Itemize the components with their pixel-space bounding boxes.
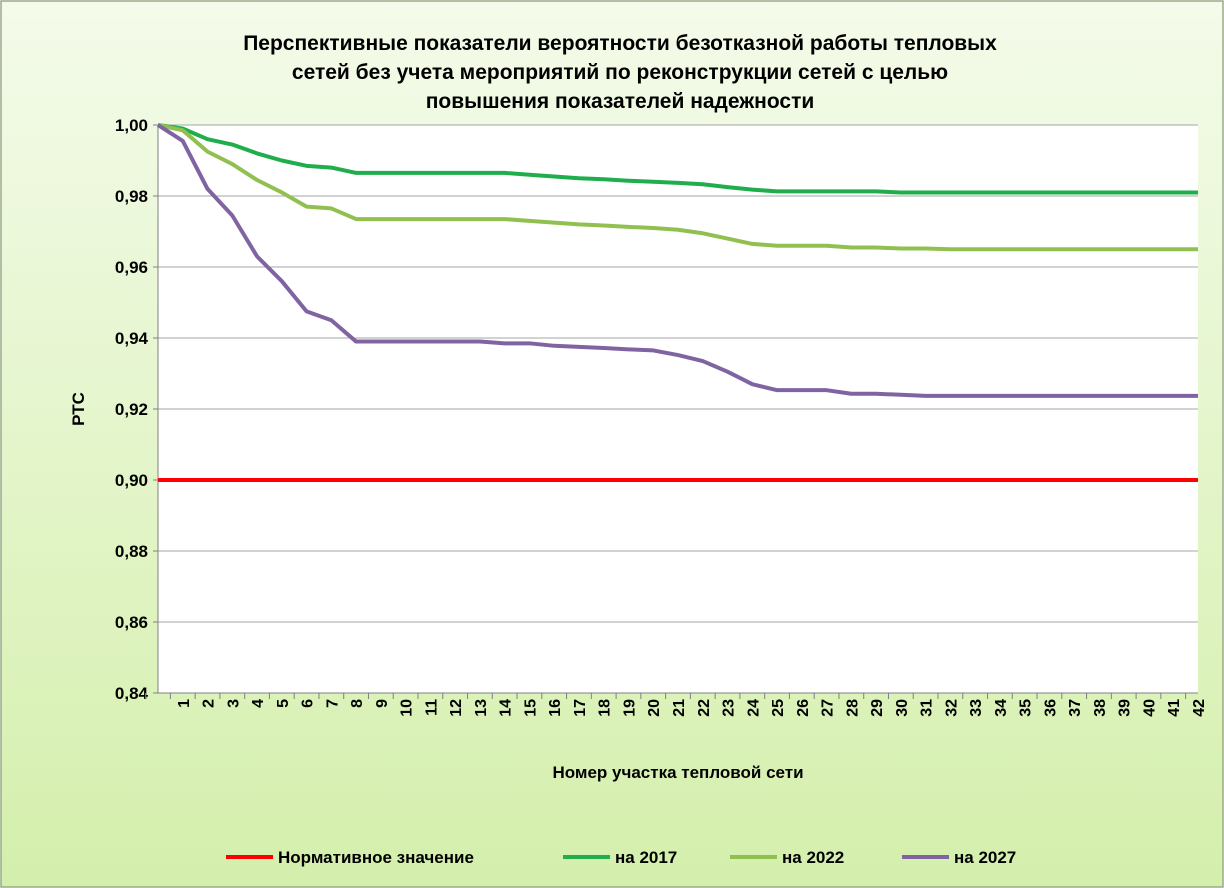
x-tick-label: 32 [943,699,960,717]
x-tick-label: 4 [250,699,267,708]
x-tick-label: 38 [1092,699,1109,717]
x-tick-label: 27 [820,699,837,717]
x-tick-label: 12 [448,699,465,717]
chart-title: Перспективные показатели вероятности без… [243,32,997,55]
x-tick-label: 18 [597,699,614,717]
x-tick-label: 11 [423,699,440,716]
x-tick-label: 31 [919,699,936,717]
chart-title: повышения показателей надежности [426,90,815,113]
y-tick-label: 0,98 [115,187,148,206]
x-tick-label: 34 [993,699,1010,717]
x-tick-label: 15 [522,699,539,717]
y-tick-label: 0,88 [115,542,148,561]
x-tick-label: 26 [795,699,812,717]
y-tick-label: 0,96 [115,258,148,277]
x-tick-label: 29 [869,699,886,717]
x-axis-label: Номер участка тепловой сети [552,763,803,782]
x-tick-label: 10 [399,699,416,717]
x-tick-label: 37 [1067,699,1084,717]
x-tick-label: 21 [671,699,688,717]
x-tick-label: 30 [894,699,911,717]
x-tick-label: 39 [1117,699,1134,717]
x-tick-label: 25 [770,699,787,717]
x-tick-label: 2 [201,699,218,708]
x-tick-label: 42 [1191,699,1208,717]
x-tick-label: 1 [176,699,193,708]
x-tick-label: 28 [844,699,861,717]
legend-label: на 2027 [954,848,1016,867]
x-tick-label: 24 [745,699,762,717]
x-tick-label: 36 [1042,699,1059,717]
x-tick-label: 33 [968,699,985,717]
x-tick-label: 22 [696,699,713,717]
y-axis-label: РТС [69,392,88,426]
x-tick-label: 20 [646,699,663,717]
series-line [157,123,1198,195]
x-tick-label: 40 [1141,699,1158,717]
series-line [157,123,1198,252]
x-tick-label: 14 [498,699,515,717]
x-tick-label: 3 [225,699,242,708]
x-tick-label: 8 [349,699,366,708]
x-tick-label: 17 [572,699,589,717]
x-tick-label: 16 [547,699,564,717]
x-tick-label: 35 [1018,699,1035,717]
legend-label: на 2022 [782,848,844,867]
x-tick-label: 5 [275,699,292,708]
y-tick-label: 0,90 [115,471,148,490]
y-tick-label: 0,84 [115,684,149,703]
x-tick-label: 41 [1166,699,1183,717]
series-line [156,123,1198,398]
x-tick-label: 6 [300,699,317,708]
x-tick-label: 7 [324,699,341,708]
y-tick-label: 0,86 [115,613,148,632]
x-tick-label: 23 [721,699,738,717]
y-tick-label: 0,94 [115,329,149,348]
y-tick-label: 1,00 [115,116,148,135]
y-tick-label: 0,92 [115,400,148,419]
x-tick-label: 13 [473,699,490,717]
chart-title: сетей без учета мероприятий по реконстру… [292,61,948,84]
legend-label: на 2017 [615,848,677,867]
x-tick-label: 9 [374,699,391,708]
legend-label: Нормативное значение [278,848,474,867]
x-tick-label: 19 [621,699,638,717]
